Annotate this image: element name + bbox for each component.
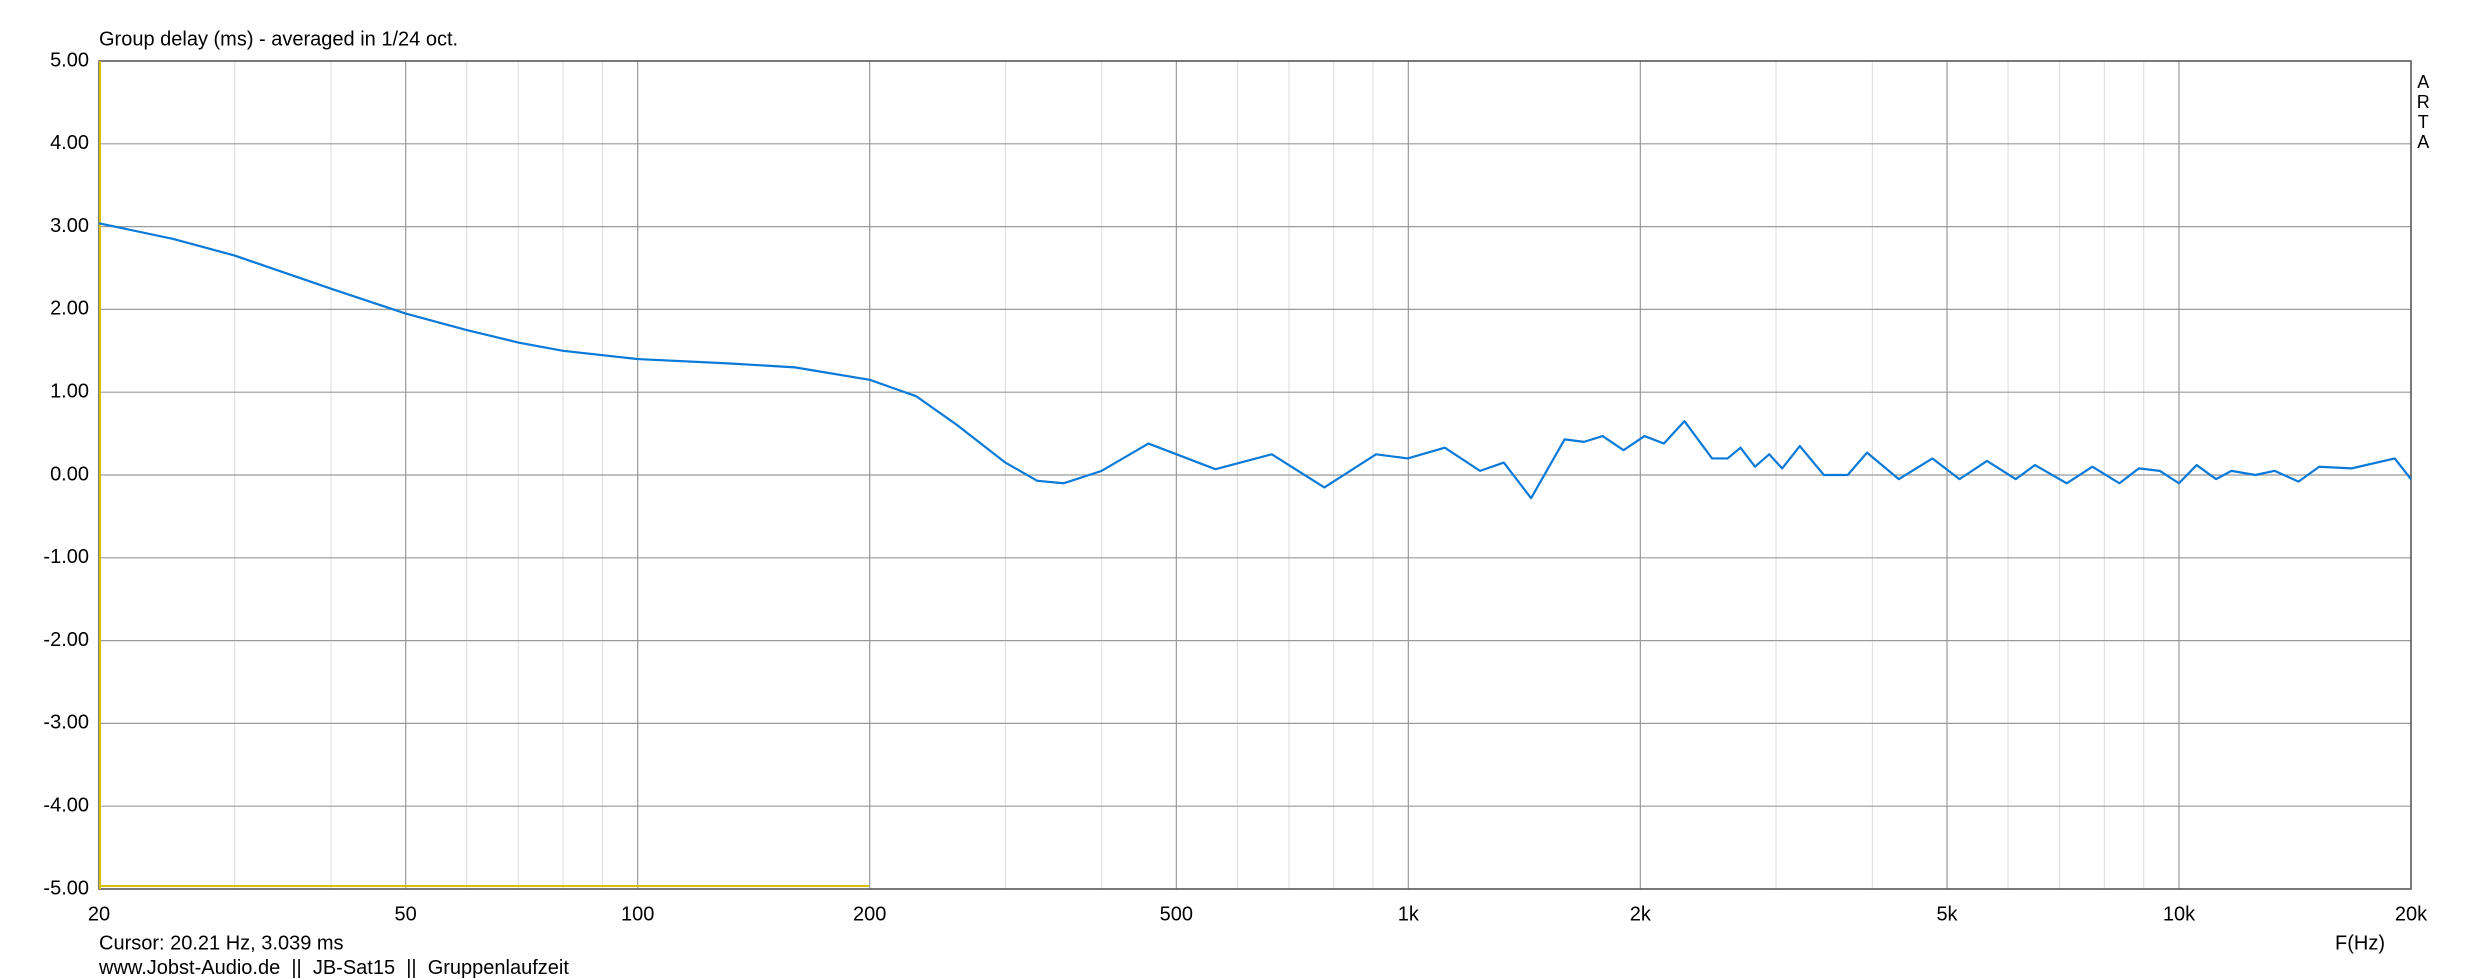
x-tick-label: 200 xyxy=(853,903,886,925)
chart-title: Group delay (ms) - averaged in 1/24 oct. xyxy=(99,28,458,50)
x-tick-label: 2k xyxy=(1630,903,1652,925)
y-tick-label: 3.00 xyxy=(50,215,89,237)
footer: www.Jobst-Audio.de || JB-Sat15 || Gruppe… xyxy=(98,957,569,978)
x-tick-label: 20 xyxy=(88,903,110,925)
watermark: ARTA xyxy=(2413,72,2433,152)
y-tick-label: -5.00 xyxy=(43,877,89,899)
y-tick-label: 4.00 xyxy=(50,132,89,154)
x-tick-label: 5k xyxy=(1936,903,1958,925)
y-tick-label: 5.00 xyxy=(50,49,89,71)
x-tick-label: 1k xyxy=(1398,903,1420,925)
x-axis-label: F(Hz) xyxy=(2335,932,2385,954)
y-tick-label: 2.00 xyxy=(50,298,89,320)
data-line xyxy=(98,222,2412,500)
y-tick-label: -4.00 xyxy=(43,794,89,816)
x-tick-label: 500 xyxy=(1160,903,1193,925)
x-tick-label: 20k xyxy=(2395,903,2428,925)
cursor-readout: Cursor: 20.21 Hz, 3.039 ms xyxy=(99,932,344,954)
y-tick-label: -1.00 xyxy=(43,546,89,568)
y-tick-label: 0.00 xyxy=(50,463,89,485)
x-tick-label: 50 xyxy=(395,903,417,925)
y-tick-label: -3.00 xyxy=(43,712,89,734)
y-tick-label: -2.00 xyxy=(43,629,89,651)
y-tick-label: 1.00 xyxy=(50,380,89,402)
x-tick-label: 10k xyxy=(2163,903,2196,925)
x-tick-label: 100 xyxy=(621,903,654,925)
